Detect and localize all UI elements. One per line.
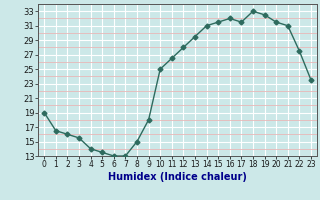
X-axis label: Humidex (Indice chaleur): Humidex (Indice chaleur) <box>108 172 247 182</box>
